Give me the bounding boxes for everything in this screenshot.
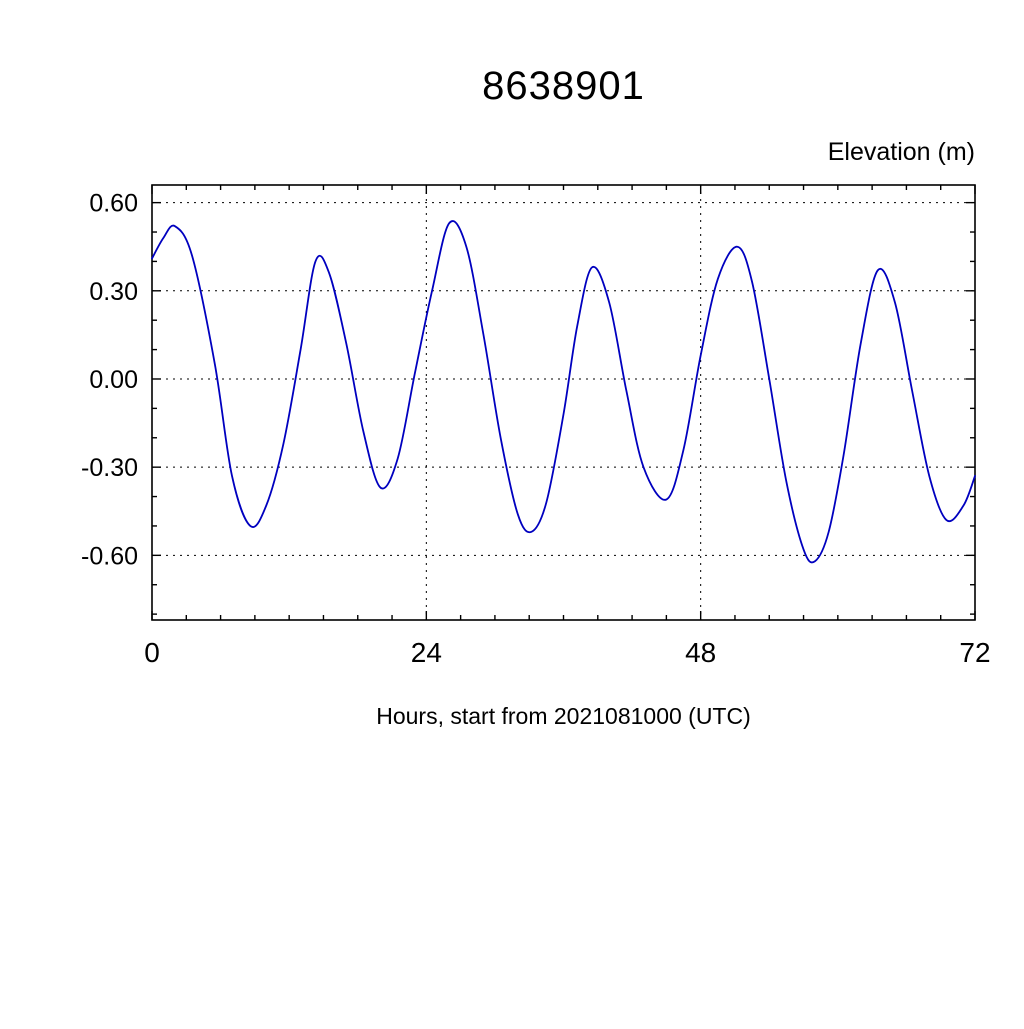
y-tick-label: -0.60: [81, 542, 138, 570]
x-tick-label: 0: [144, 637, 160, 668]
x-tick-label: 72: [959, 637, 990, 668]
y-tick-label: 0.00: [89, 366, 138, 394]
x-tick-label: 48: [685, 637, 716, 668]
y-tick-label: 0.60: [89, 190, 138, 218]
y-axis-title: Elevation (m): [827, 138, 975, 166]
y-tick-label: -0.30: [81, 454, 138, 482]
x-axis-title: Hours, start from 2021081000 (UTC): [376, 703, 751, 729]
y-tick-label: 0.30: [89, 278, 138, 306]
chart-title: 8638901: [482, 64, 645, 108]
chart-line-tidal-elevation: [151, 220, 976, 564]
x-tick-label: 24: [411, 637, 442, 668]
